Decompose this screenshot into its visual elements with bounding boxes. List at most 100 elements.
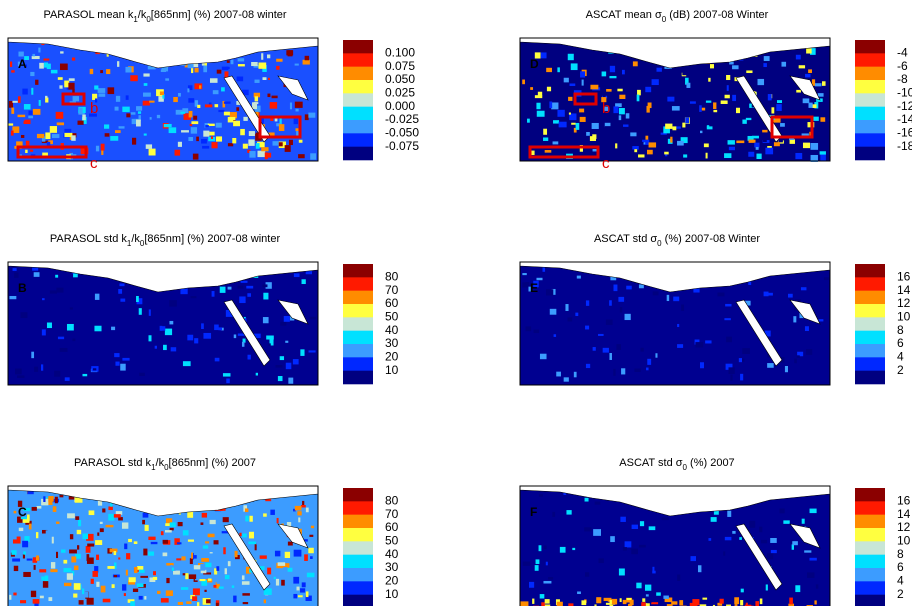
map-pixel — [638, 544, 646, 548]
colorbar-block — [343, 304, 373, 318]
map-pixel — [42, 581, 49, 588]
map-pixel — [178, 92, 181, 97]
map-frame — [519, 261, 831, 386]
map-pixel — [72, 338, 76, 342]
map-pixel — [215, 122, 222, 128]
map-pixel — [789, 137, 795, 140]
map-pixel — [24, 536, 30, 542]
map-pixel — [126, 113, 131, 118]
map-pixel — [254, 105, 261, 112]
map-pixel — [537, 91, 543, 96]
map-pixel — [618, 568, 625, 576]
map-pixel — [138, 115, 141, 122]
map-pixel — [642, 139, 650, 145]
map-pixel — [14, 368, 22, 375]
map-pixel — [610, 536, 615, 543]
map-pixel — [789, 597, 793, 605]
map-pixel — [293, 576, 300, 584]
map-pixel — [206, 599, 211, 604]
map-pixel — [181, 556, 186, 561]
map-pixel — [730, 374, 733, 381]
map-pixel — [543, 580, 552, 584]
map-pixel — [120, 298, 126, 302]
map-pixel — [770, 537, 777, 543]
colorbar-label: -0.050 — [385, 126, 419, 140]
map-pixel — [213, 540, 219, 545]
map-pixel — [529, 581, 535, 588]
colorbar-label: 14 — [897, 507, 911, 521]
map-pixel — [663, 126, 670, 134]
map-pixel — [544, 150, 552, 153]
map-pixel — [636, 94, 640, 102]
map-pixel — [152, 576, 158, 581]
map-pixel — [150, 541, 158, 545]
map-pixel — [724, 153, 732, 159]
gulf — [277, 523, 309, 549]
map-pixel — [618, 296, 625, 302]
map-pixel — [275, 364, 283, 368]
map-pixel — [42, 298, 45, 301]
map-pixel — [187, 334, 194, 341]
map-pixel — [38, 99, 41, 106]
map-pixel — [107, 566, 115, 569]
panel-letter: C — [18, 505, 27, 519]
map-pixel — [286, 522, 292, 528]
colorbar-block — [343, 66, 373, 81]
colorbar-block — [855, 66, 885, 81]
map-pixel — [208, 553, 213, 559]
map-pixel — [189, 558, 193, 565]
map-pixel — [31, 87, 34, 95]
map-pixel — [685, 117, 690, 124]
map-pixel — [748, 139, 756, 143]
colorbar-block — [855, 80, 885, 94]
map-pixel — [742, 119, 747, 124]
map-pixel — [115, 511, 123, 515]
map-pixel — [51, 134, 60, 139]
panel-letter: B — [18, 281, 27, 295]
map-pixel — [277, 376, 283, 382]
map-pixel — [23, 507, 31, 512]
map-pixel — [67, 513, 75, 519]
map-pixel — [673, 296, 680, 302]
map-pixel — [585, 363, 591, 369]
red-sea — [735, 523, 783, 591]
map-pixel — [174, 149, 181, 156]
map-pixel — [605, 319, 613, 325]
map-pixel — [302, 59, 310, 65]
map-pixel — [544, 599, 550, 604]
map-pixel — [637, 89, 641, 96]
map-pixel — [142, 512, 149, 518]
map-pixel — [40, 364, 44, 371]
colorbar-label: 40 — [385, 547, 399, 561]
map-pixel — [183, 113, 192, 120]
map-pixel — [82, 114, 86, 121]
map-frame — [7, 261, 319, 386]
colorbar-label: -0.025 — [385, 112, 419, 126]
map-pixel — [23, 104, 31, 110]
map-pixel — [244, 508, 249, 513]
map-pixel — [298, 517, 301, 523]
map-pixel — [13, 510, 17, 514]
map-pixel — [202, 545, 209, 549]
map-pixel — [73, 593, 78, 598]
map-pixel — [25, 140, 30, 146]
map-pixel — [646, 367, 649, 371]
map-pixel — [297, 511, 302, 516]
map-pixel — [89, 68, 94, 75]
title-text: /k — [156, 457, 165, 469]
map-pixel — [724, 94, 730, 99]
map-pixel — [652, 291, 659, 296]
map-pixel — [602, 347, 609, 353]
subscript: 1 — [133, 15, 138, 24]
map-pixel — [201, 580, 208, 586]
map-pixel — [86, 554, 90, 561]
map-pixel — [160, 598, 169, 603]
map-pixel — [528, 286, 532, 292]
map-pixel — [815, 584, 819, 589]
map-pixel — [767, 94, 772, 101]
map-pixel — [180, 587, 189, 590]
map-pixel — [193, 555, 197, 559]
colorbar-block — [855, 304, 885, 318]
map-pixel — [565, 304, 569, 311]
map-pixel — [20, 312, 28, 319]
